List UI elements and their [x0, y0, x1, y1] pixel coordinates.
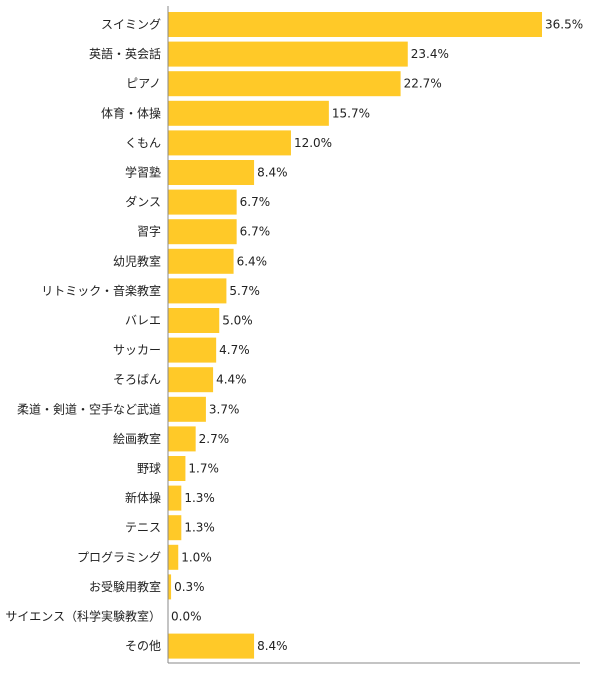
category-label: プログラミング [77, 550, 161, 564]
category-label: その他 [125, 639, 161, 653]
bar [168, 12, 542, 37]
bar [168, 426, 196, 452]
bar [168, 367, 214, 393]
value-label: 5.7% [229, 284, 259, 298]
bar [168, 633, 255, 659]
category-label: お受験用教室 [89, 579, 161, 594]
bars-group [168, 12, 542, 659]
bar [168, 248, 234, 274]
bar [168, 189, 237, 215]
value-label: 2.7% [199, 432, 230, 446]
category-label: 柔道・剣道・空手など武道 [17, 402, 161, 416]
category-labels-group: スイミング英語・英会話ピアノ体育・体操くもん学習塾ダンス習字幼児教室リトミック・… [5, 18, 161, 654]
category-label: 新体操 [125, 490, 161, 505]
value-label: 6.7% [240, 225, 270, 239]
value-label: 22.7% [404, 77, 442, 91]
bar [168, 396, 206, 422]
value-label: 1.3% [184, 491, 215, 505]
value-label: 1.3% [184, 521, 215, 535]
category-label: 野球 [137, 462, 161, 476]
value-label: 4.4% [216, 373, 247, 387]
bar [168, 574, 172, 600]
category-label: そろばん [113, 373, 161, 387]
category-label: 英語・英会話 [89, 46, 161, 61]
bar [168, 308, 220, 333]
value-label: 0.3% [174, 580, 205, 594]
value-label: 4.7% [219, 343, 250, 357]
value-label: 23.4% [411, 47, 449, 61]
bar [168, 160, 255, 185]
bar [168, 456, 186, 481]
bar [168, 71, 401, 97]
bar [168, 515, 182, 541]
value-label: 15.7% [332, 106, 370, 120]
value-label: 36.5% [545, 18, 583, 32]
bar [168, 130, 291, 156]
category-label: 体育・体操 [101, 105, 161, 120]
category-label: 習字 [137, 224, 161, 239]
value-label: 8.4% [257, 639, 288, 653]
value-label: 6.4% [237, 254, 267, 268]
category-label: スイミング [101, 18, 161, 32]
value-label: 1.7% [188, 462, 219, 476]
value-label: 0.0% [171, 610, 202, 624]
category-label: 幼児教室 [113, 253, 161, 268]
bar [168, 219, 237, 245]
category-label: くもん [125, 136, 161, 150]
value-label: 5.0% [222, 314, 253, 328]
value-label: 12.0% [294, 136, 332, 150]
value-labels-group: 36.5% 23.4% 22.7% 15.7% 12.0% 8.4% 6.7% 6.7% 6.4… [171, 18, 583, 654]
bar [168, 337, 217, 363]
bar [168, 278, 227, 304]
category-label: 学習塾 [125, 165, 161, 180]
category-label: ダンス [125, 194, 161, 209]
category-label: バレエ [125, 314, 161, 328]
category-label: 絵画教室 [113, 431, 161, 446]
category-label: テニス [125, 521, 161, 535]
bar [168, 544, 179, 570]
category-label: ピアノ [126, 77, 161, 91]
value-label: 1.0% [181, 550, 212, 564]
value-label: 3.7% [209, 402, 240, 416]
value-label: 8.4% [257, 166, 288, 180]
bar [168, 100, 329, 126]
bar [168, 41, 408, 67]
bar [168, 485, 182, 511]
category-label: リトミック・音楽教室 [41, 283, 161, 298]
category-label: サイエンス（科学実験教室） [5, 609, 161, 624]
value-label: 6.7% [240, 195, 270, 209]
category-label: サッカー [113, 343, 161, 357]
